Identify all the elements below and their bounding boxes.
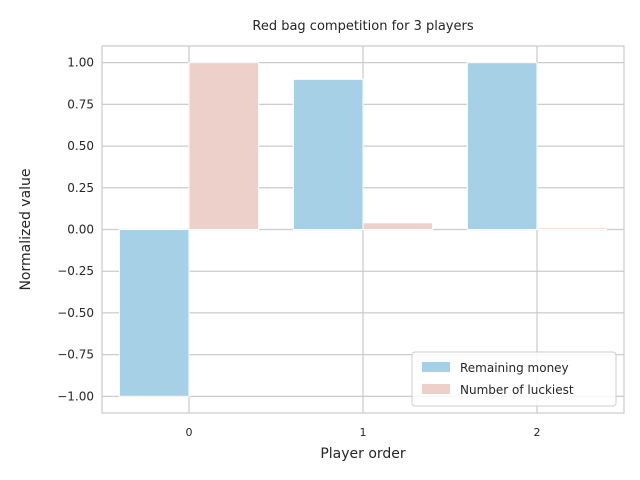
- y-tick-label: 0.25: [67, 181, 94, 195]
- legend: Remaining money Number of luckiest: [411, 351, 617, 407]
- bars: [118, 62, 608, 397]
- x-tick-labels: 0 1 2: [186, 426, 541, 439]
- bar-number-of-luckiest-0: [188, 62, 260, 230]
- bar-number-of-luckiest-2: [536, 227, 608, 230]
- y-tick-labels: −1.00 −0.75 −0.50 −0.25 0.00 0.25 0.50 0.75 1.00: [57, 56, 94, 404]
- y-axis-label: Normalized value: [18, 168, 34, 290]
- y-tick-label: 0.00: [67, 223, 94, 237]
- x-axis-label: Player order: [320, 446, 406, 462]
- y-tick-label: 1.00: [67, 56, 94, 70]
- bar-remaining-money-0: [118, 229, 190, 397]
- legend-box: [411, 351, 617, 407]
- x-tick-label: 1: [360, 426, 367, 439]
- y-tick-label: −0.25: [57, 264, 94, 278]
- x-tick-label: 0: [186, 426, 193, 439]
- legend-label: Remaining money: [460, 361, 569, 375]
- y-tick-label: 0.75: [67, 97, 94, 111]
- bar-remaining-money-1: [292, 78, 364, 231]
- bar-number-of-luckiest-1: [362, 222, 434, 230]
- bar-remaining-money-2: [466, 62, 538, 230]
- plot-frame: [101, 45, 625, 414]
- legend-label: Number of luckiest: [460, 383, 574, 397]
- y-tick-label: 0.50: [67, 139, 94, 153]
- y-tick-label: −1.00: [57, 389, 94, 403]
- legend-swatch: [422, 362, 450, 372]
- legend-swatch: [422, 384, 450, 394]
- x-tick-label: 2: [534, 426, 541, 439]
- chart-title: Red bag competition for 3 players: [252, 19, 473, 34]
- y-tick-label: −0.75: [57, 348, 94, 362]
- y-tick-label: −0.50: [57, 306, 94, 320]
